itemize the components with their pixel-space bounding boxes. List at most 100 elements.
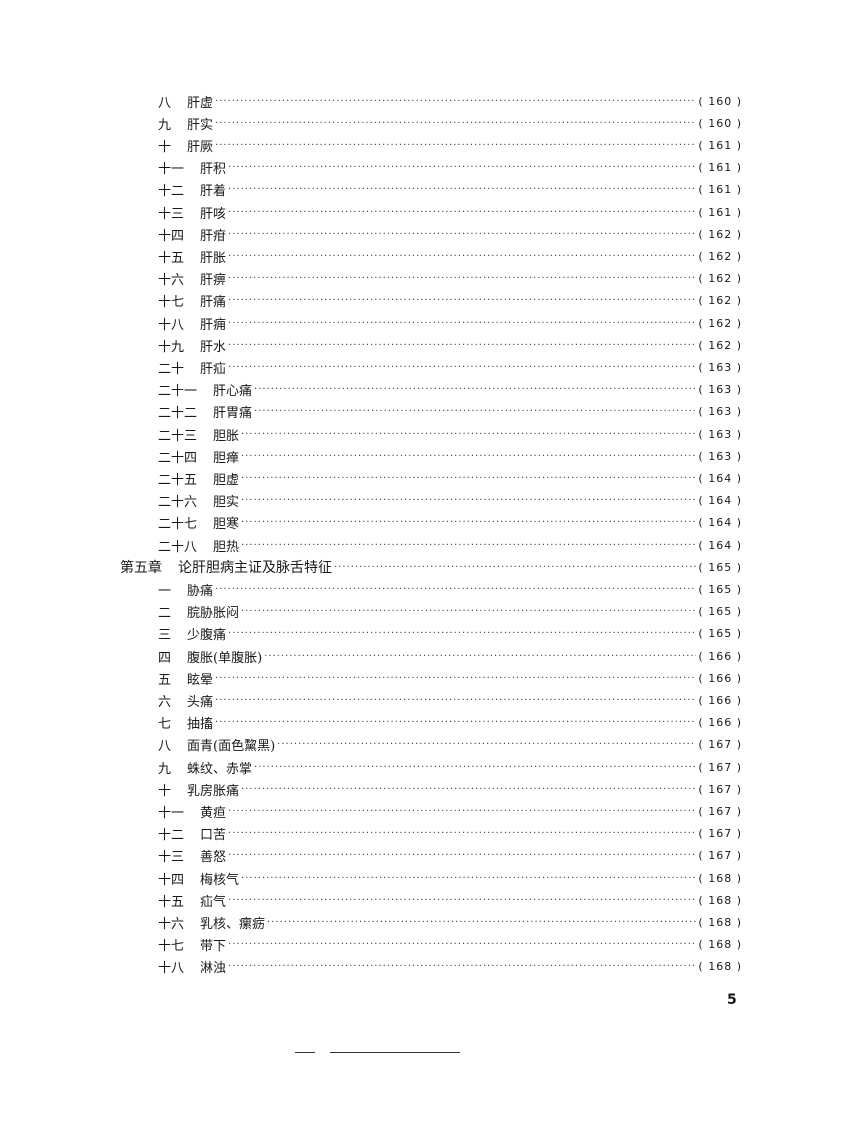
entry-number: 一 [158, 583, 172, 599]
dot-leader [228, 229, 696, 240]
toc-entry: 九肝实 ( 160 ) [158, 112, 742, 134]
entry-page: ( 162 ) [698, 294, 742, 308]
entry-page: ( 168 ) [698, 871, 742, 885]
entry-title: 面青(面色黧黑) [187, 739, 276, 755]
entry-number: 十八 [158, 317, 185, 333]
dot-leader [267, 917, 696, 928]
entry-page: ( 161 ) [698, 138, 742, 152]
toc-entry: 九蛛纹、赤掌 ( 167 ) [158, 756, 742, 778]
toc-entry: 五眩晕 ( 166 ) [158, 667, 742, 689]
entry-number: 十七 [158, 939, 185, 955]
entry-title: 肝疳 [200, 228, 227, 244]
dot-leader [215, 695, 696, 706]
toc-entry: 四腹胀(单腹胀) ( 166 ) [158, 645, 742, 667]
entry-page: ( 168 ) [698, 915, 742, 929]
dot-leader [241, 473, 696, 484]
entry-number: 三 [158, 628, 172, 644]
entry-title: 肝积 [200, 162, 227, 178]
entry-number: 二十六 [158, 495, 198, 511]
entry-title: 肝心痛 [213, 384, 253, 400]
entry-page: ( 161 ) [698, 205, 742, 219]
dot-leader [228, 939, 696, 950]
dot-leader [228, 628, 696, 639]
dot-leader [215, 673, 696, 684]
dot-leader [241, 606, 696, 617]
entry-page: ( 163 ) [698, 449, 742, 463]
entry-number: 二十三 [158, 428, 198, 444]
entry-title: 乳核、瘰疬 [200, 916, 266, 932]
entry-number: 十五 [158, 894, 185, 910]
entry-title: 肝痈 [200, 317, 227, 333]
dot-leader [228, 318, 696, 329]
entry-number: 十七 [158, 295, 185, 311]
entry-page: ( 166 ) [698, 671, 742, 685]
scan-artifact-line [330, 1052, 460, 1053]
toc-entry: 六头痛 ( 166 ) [158, 689, 742, 711]
dot-leader [254, 384, 696, 395]
dot-leader [241, 873, 696, 884]
entry-title: 肝胃痛 [213, 406, 253, 422]
dot-leader [228, 806, 696, 817]
entry-page: ( 167 ) [698, 782, 742, 796]
dot-leader [241, 784, 696, 795]
entry-page: ( 164 ) [698, 516, 742, 530]
entry-number: 十三 [158, 850, 185, 866]
dot-leader [215, 717, 696, 728]
entry-page: ( 162 ) [698, 316, 742, 330]
entry-number: 十六 [158, 916, 185, 932]
dot-leader [228, 895, 696, 906]
entry-title: 疝气 [200, 894, 227, 910]
entry-number: 十 [158, 783, 172, 799]
entry-page: ( 163 ) [698, 360, 742, 374]
entry-title: 眩晕 [187, 672, 214, 688]
entry-title: 善怒 [200, 850, 227, 866]
entry-number: 二十七 [158, 517, 198, 533]
entry-number: 二十五 [158, 472, 198, 488]
dot-leader [228, 961, 696, 972]
entry-number: 二 [158, 606, 172, 622]
entry-title: 头痛 [187, 694, 214, 710]
entry-page: ( 160 ) [698, 94, 742, 108]
entry-title: 脘胁胀闷 [187, 606, 240, 622]
dot-leader [215, 118, 696, 129]
entry-title: 肝水 [200, 339, 227, 355]
entry-title: 肝痛 [200, 295, 227, 311]
entry-title: 肝厥 [187, 139, 214, 155]
entry-title: 黄疸 [200, 805, 227, 821]
dot-leader [228, 184, 696, 195]
entry-page: ( 163 ) [698, 383, 742, 397]
entry-title: 带下 [200, 939, 227, 955]
entry-number: 二十八 [158, 539, 198, 555]
toc-entry: 一胁痛 ( 165 ) [158, 578, 742, 600]
page-number: 5 [727, 992, 737, 1008]
dot-leader [228, 362, 696, 373]
scan-artifact-line [295, 1052, 315, 1053]
entry-title: 肝咳 [200, 206, 227, 222]
entry-page: ( 162 ) [698, 249, 742, 263]
entry-page: ( 168 ) [698, 960, 742, 974]
entry-page: ( 163 ) [698, 405, 742, 419]
entry-number: 十一 [158, 162, 185, 178]
entry-title: 胆实 [213, 495, 240, 511]
entry-title: 胆热 [213, 539, 240, 555]
entry-page: ( 167 ) [698, 738, 742, 752]
entry-title: 淋浊 [200, 961, 227, 977]
entry-number: 十二 [158, 184, 185, 200]
entry-number: 七 [158, 717, 172, 733]
entry-title: 胆瘅 [213, 450, 240, 466]
